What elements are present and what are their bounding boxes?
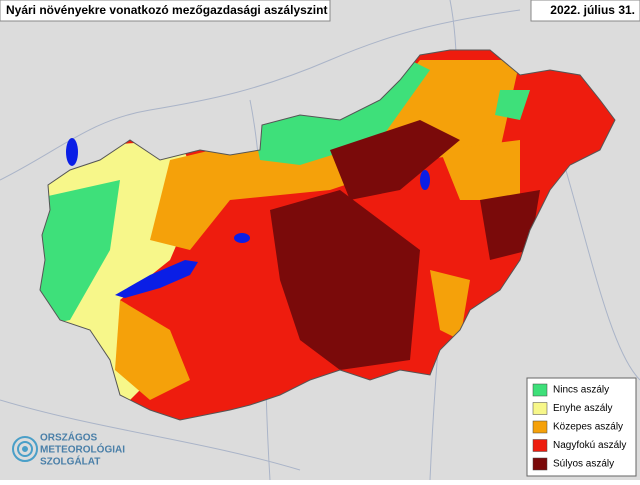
legend-swatch xyxy=(532,383,548,397)
date-box xyxy=(530,0,640,22)
title-box xyxy=(0,0,331,22)
legend-label: Nagyfokú aszály xyxy=(553,440,626,451)
legend-items: Nincs aszály Enyhe aszály Közepes aszály Na… xyxy=(532,383,626,471)
legend-swatch xyxy=(532,402,548,415)
logo-line: METEOROLÓGIAI xyxy=(40,443,125,456)
legend-swatch xyxy=(532,457,548,471)
lakes xyxy=(66,138,430,298)
legend-swatch xyxy=(532,420,548,434)
logo-line: ORSZÁGOS xyxy=(40,431,98,444)
logo-line: SZOLGÁLAT xyxy=(40,455,100,468)
legend-label: Nincs aszály xyxy=(553,385,609,396)
title: Nyári növényekre vonatkozó mezőgazdasági… xyxy=(6,3,327,17)
legend-swatch xyxy=(532,439,548,452)
legend-label: Súlyos aszály xyxy=(553,459,614,470)
logo-icon xyxy=(12,436,38,462)
date: 2022. július 31. xyxy=(550,3,635,17)
legend-label: Közepes aszály xyxy=(553,422,623,433)
legend-label: Enyhe aszály xyxy=(553,403,612,414)
